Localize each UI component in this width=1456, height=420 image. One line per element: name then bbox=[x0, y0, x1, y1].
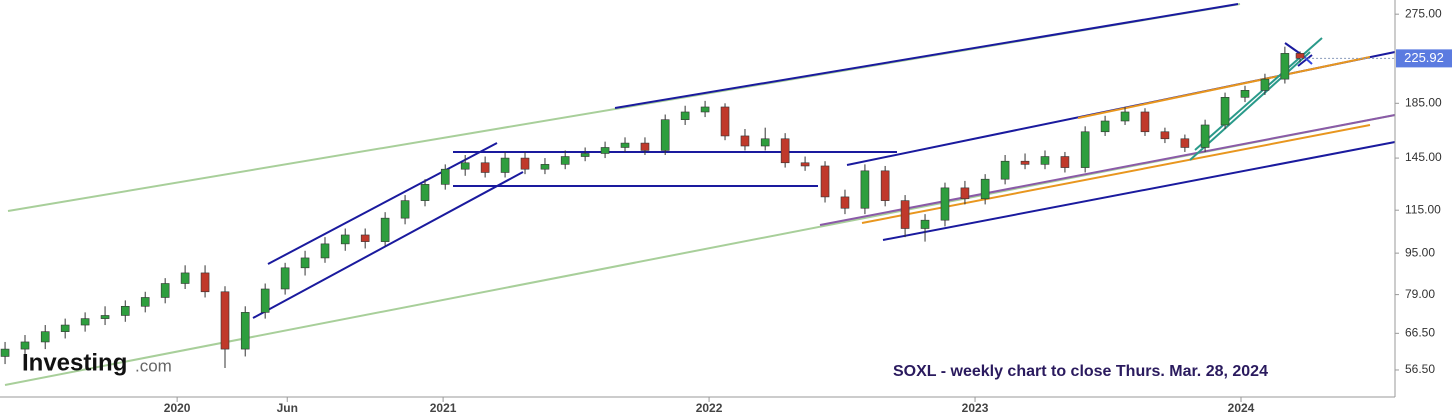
candle-body bbox=[300, 257, 310, 269]
candle-body bbox=[1080, 131, 1090, 168]
x-tick-label: 2023 bbox=[962, 401, 989, 415]
candle-body bbox=[1140, 111, 1150, 133]
candle-body bbox=[360, 234, 370, 242]
candle-body bbox=[1060, 156, 1070, 168]
candle-body bbox=[1120, 111, 1130, 122]
candle-body bbox=[940, 187, 950, 221]
candle-body bbox=[700, 106, 710, 113]
candle-body bbox=[600, 147, 610, 154]
candle-body bbox=[460, 162, 470, 170]
candle-body bbox=[100, 315, 110, 319]
candle-body bbox=[1295, 53, 1305, 59]
candle-body bbox=[1020, 160, 1030, 165]
candle-body bbox=[200, 272, 210, 293]
candle-body bbox=[840, 196, 850, 209]
candle-body bbox=[540, 164, 550, 170]
candle-body bbox=[180, 272, 190, 284]
candle-body bbox=[400, 200, 410, 219]
x-tick-label: 2022 bbox=[696, 401, 723, 415]
candle-body bbox=[140, 297, 150, 307]
candle-body bbox=[780, 138, 790, 164]
candle-body bbox=[1100, 120, 1110, 133]
candle-body bbox=[260, 288, 270, 313]
candle-body bbox=[640, 142, 650, 151]
candle-body bbox=[1240, 90, 1250, 98]
candle-body bbox=[440, 168, 450, 185]
candle-body bbox=[820, 165, 830, 198]
candle-body bbox=[520, 157, 530, 170]
candle-body bbox=[560, 156, 570, 165]
candle-body bbox=[160, 283, 170, 298]
y-tick-label: 275.00 bbox=[1405, 6, 1442, 20]
last-price-label: 225.92 bbox=[1404, 50, 1444, 65]
candle-body bbox=[1000, 160, 1010, 180]
candle-body bbox=[920, 219, 930, 229]
candle-body bbox=[1180, 138, 1190, 148]
candle-body bbox=[500, 157, 510, 173]
candle-body bbox=[1200, 124, 1210, 148]
trendline bbox=[252, 171, 524, 319]
y-tick-label: 145.00 bbox=[1405, 150, 1442, 164]
candle-body bbox=[740, 135, 750, 147]
candle-body bbox=[340, 234, 350, 245]
candle-body bbox=[760, 138, 770, 147]
candle-body bbox=[20, 341, 30, 350]
candle-body bbox=[960, 187, 970, 200]
y-tick-label: 79.00 bbox=[1405, 287, 1435, 301]
y-tick-label: 66.50 bbox=[1405, 326, 1435, 340]
candle-body bbox=[980, 178, 990, 200]
annotation: SOXL - weekly chart to close Thurs. Mar.… bbox=[893, 363, 1268, 380]
candle-body bbox=[320, 243, 330, 259]
candle-body bbox=[60, 324, 70, 332]
candle-body bbox=[720, 106, 730, 137]
trendline bbox=[882, 141, 1396, 241]
candle-body bbox=[580, 153, 590, 157]
candle-body bbox=[220, 291, 230, 350]
candle-body bbox=[880, 170, 890, 201]
candle-body bbox=[240, 312, 250, 350]
candle-body bbox=[480, 162, 490, 173]
y-tick-label: 95.00 bbox=[1405, 245, 1435, 259]
candle-body bbox=[1260, 78, 1270, 91]
candle-body bbox=[1160, 131, 1170, 140]
candle-body bbox=[800, 162, 810, 167]
candle-body bbox=[620, 142, 630, 148]
x-tick-label: 2020 bbox=[164, 401, 191, 415]
x-tick-label: 2021 bbox=[430, 401, 457, 415]
x-tick-label: Jun bbox=[277, 401, 298, 415]
candle-body bbox=[860, 170, 870, 209]
candle-body bbox=[380, 217, 390, 242]
trendline bbox=[1077, 56, 1371, 119]
candle-body bbox=[40, 331, 50, 343]
trendline bbox=[819, 114, 1396, 226]
logo-suffix: .com bbox=[135, 356, 172, 375]
candles bbox=[0, 46, 1305, 368]
candle-body bbox=[660, 119, 670, 151]
trendline bbox=[1297, 54, 1313, 67]
trendline bbox=[614, 3, 1239, 109]
y-tick-label: 185.00 bbox=[1405, 95, 1442, 109]
y-tick-label: 56.50 bbox=[1405, 362, 1435, 376]
last-price-box bbox=[1396, 49, 1452, 68]
candle-body bbox=[0, 348, 10, 357]
candle-body bbox=[120, 305, 130, 316]
trendline bbox=[267, 142, 498, 265]
candle-body bbox=[680, 111, 690, 120]
candle-body bbox=[900, 200, 910, 229]
trendline bbox=[1189, 51, 1311, 161]
trendline bbox=[1284, 42, 1303, 56]
logo-name: Investing bbox=[22, 349, 127, 376]
candle-body bbox=[1280, 53, 1290, 80]
candle-body bbox=[1220, 97, 1230, 126]
candle-body bbox=[1040, 156, 1050, 165]
y-tick-label: 115.00 bbox=[1405, 202, 1441, 216]
candle-body bbox=[420, 184, 430, 201]
x-tick-label: 2024 bbox=[1228, 401, 1255, 415]
candle-body bbox=[80, 318, 90, 326]
candle-body bbox=[280, 267, 290, 290]
